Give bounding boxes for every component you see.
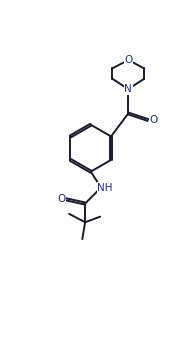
Text: O: O <box>57 194 65 204</box>
Text: N: N <box>124 84 132 94</box>
Text: NH: NH <box>98 183 113 193</box>
Text: O: O <box>149 115 157 125</box>
Text: O: O <box>124 55 132 65</box>
